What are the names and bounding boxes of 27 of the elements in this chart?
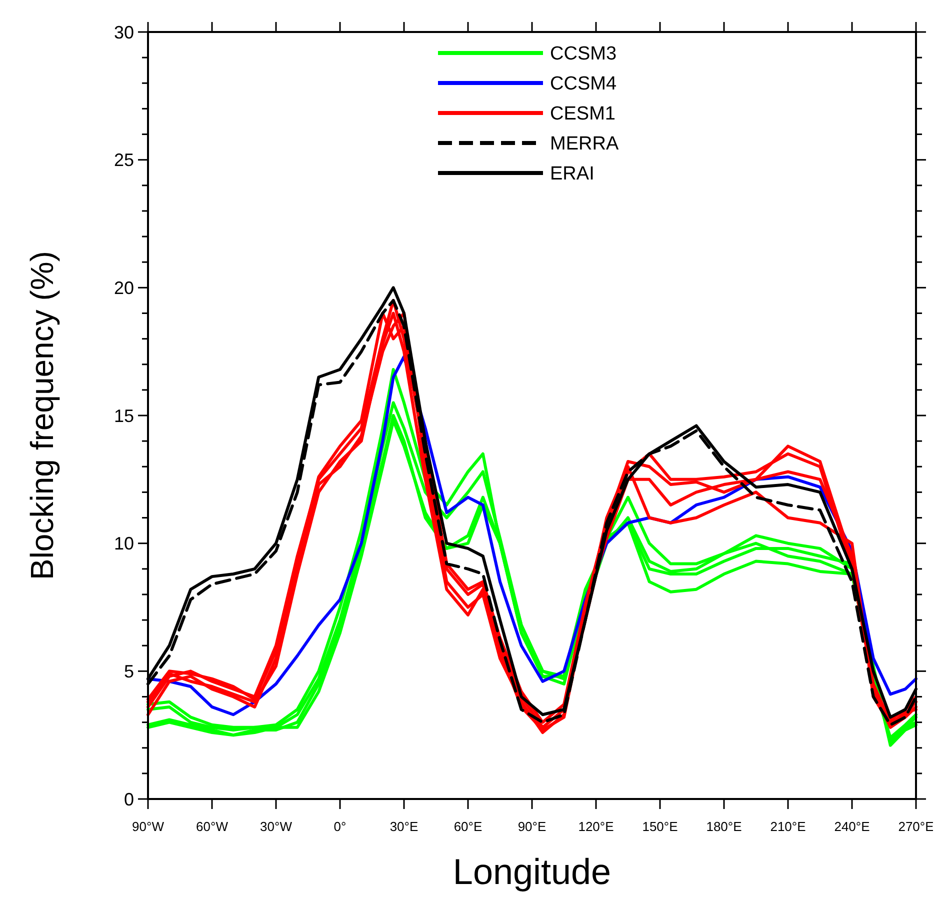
x-tick-label: 60°W <box>196 819 229 834</box>
x-tick-label: 90°E <box>518 819 546 834</box>
y-axis-title: Blocking frequency (%) <box>24 250 60 580</box>
x-tick-label: 180°E <box>706 819 742 834</box>
y-tick-label: 5 <box>124 661 134 682</box>
x-tick-label: 270°E <box>898 819 934 834</box>
legend-label: MERRA <box>550 134 619 155</box>
y-tick-label: 10 <box>114 534 134 554</box>
x-tick-label: 60°E <box>454 819 482 834</box>
x-tick-label: 120°E <box>578 819 614 834</box>
legend-label: ERAI <box>550 164 594 185</box>
y-tick-label: 15 <box>114 406 134 426</box>
y-tick-label: 0 <box>124 789 134 810</box>
x-tick-label: 30°W <box>260 819 293 834</box>
legend-label: CESM1 <box>550 104 616 125</box>
y-tick-label: 20 <box>114 278 134 298</box>
legend-label: CCSM4 <box>550 74 617 95</box>
x-axis-title: Longitude <box>452 851 612 892</box>
x-tick-label: 210°E <box>770 819 806 834</box>
x-tick-label: 150°E <box>642 819 678 834</box>
x-tick-label: 0° <box>334 819 346 834</box>
y-tick-label: 30 <box>114 22 134 42</box>
legend-label: CCSM3 <box>550 44 617 65</box>
y-tick-label: 25 <box>114 150 134 170</box>
x-tick-label: 30°E <box>390 819 418 834</box>
x-tick-label: 240°E <box>834 819 870 834</box>
x-tick-label: 90°W <box>132 819 165 834</box>
